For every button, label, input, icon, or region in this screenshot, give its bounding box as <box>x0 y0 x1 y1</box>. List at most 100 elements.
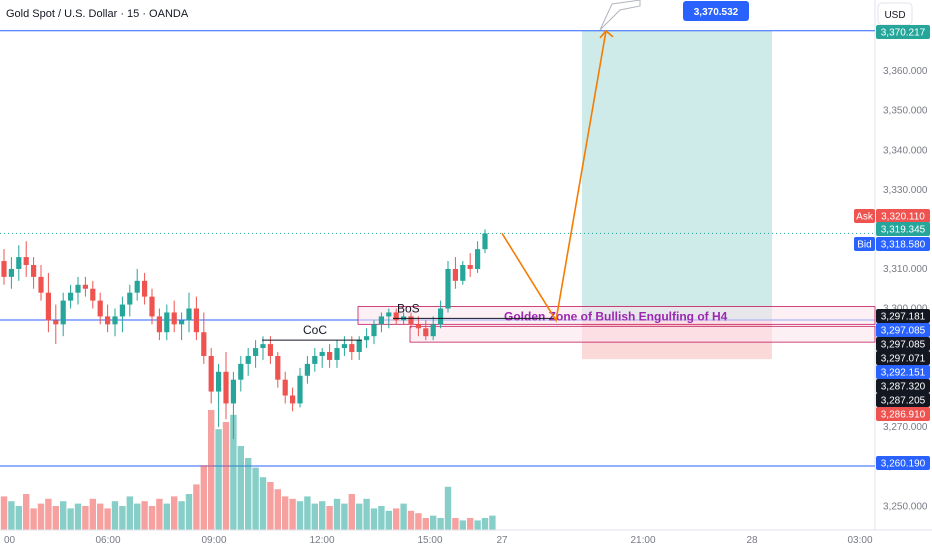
candle-body <box>275 355 281 380</box>
candle <box>445 261 451 313</box>
time-axis[interactable]: 00 06:00 09:00 12:00 15:00 27 21:00 28 03:00 <box>0 529 932 546</box>
candle <box>230 371 236 440</box>
candle-body <box>164 312 170 333</box>
volume-bar <box>452 518 459 530</box>
candle <box>60 292 66 337</box>
projection-line[interactable] <box>501 30 607 323</box>
volume-bar <box>385 510 392 530</box>
candle-body <box>475 249 481 269</box>
x-tick-label: 28 <box>746 535 758 546</box>
candle-body <box>16 257 22 269</box>
volume-bars <box>0 410 496 530</box>
volume-bar <box>289 498 296 530</box>
price-tag: 3,287.320 <box>876 379 930 393</box>
long-position[interactable] <box>582 30 772 360</box>
price-tag-bg <box>876 407 930 421</box>
candle-body <box>31 265 37 277</box>
candle <box>482 229 488 254</box>
zone-upper-box[interactable] <box>357 306 876 325</box>
candle-body <box>356 340 362 353</box>
volume-bar <box>74 503 82 530</box>
candle <box>267 336 273 364</box>
candle <box>179 312 185 341</box>
price-tag-text: 3,319.345 <box>881 225 926 236</box>
volume-bar <box>282 496 289 530</box>
candle-body <box>112 316 118 325</box>
candle <box>423 320 429 341</box>
candle <box>467 253 473 277</box>
candle <box>105 304 111 333</box>
x-tick-label: 09:00 <box>201 535 226 546</box>
candle-body <box>68 292 74 301</box>
volume-bar <box>245 458 252 530</box>
price-tag: 3,370.217 <box>876 25 930 39</box>
candle-body <box>53 320 59 325</box>
candle-body <box>415 324 421 329</box>
currency-button[interactable]: USD <box>877 2 913 26</box>
candles <box>1 229 488 440</box>
candle <box>334 340 340 368</box>
price-tag-bg <box>876 337 930 351</box>
candle <box>156 308 162 341</box>
candle <box>282 371 288 404</box>
price-tags: 3,370.217 3,320.110 Ask 3,319.345 3,318.580 B… <box>854 25 930 470</box>
candle-body <box>134 280 140 293</box>
candle-body <box>445 268 451 309</box>
golden-zone[interactable]: Golden Zone of Bullish Engulfing of H4 <box>357 306 876 343</box>
candle <box>216 363 222 428</box>
price-tag-bg <box>876 456 930 470</box>
volume-bar <box>267 482 274 530</box>
candle <box>223 352 229 420</box>
candle-body <box>105 316 111 325</box>
volume-bar <box>208 410 215 530</box>
candle <box>134 268 140 301</box>
candle <box>208 348 214 404</box>
volume-bar <box>437 518 444 530</box>
price-tag: 3,297.085 <box>876 337 930 351</box>
volume-bar <box>333 498 341 530</box>
volume-bar <box>296 501 304 530</box>
candle-body <box>127 292 133 305</box>
candle <box>312 348 318 372</box>
candle-body <box>452 268 458 281</box>
candle-body <box>75 284 81 293</box>
candle <box>201 312 207 364</box>
projection-path[interactable]: 3,370.532 <box>501 0 749 323</box>
candle <box>430 316 436 341</box>
candle <box>97 292 103 325</box>
candle <box>460 261 466 285</box>
candle-body <box>282 379 288 396</box>
price-tag-bg <box>876 237 930 251</box>
target-zone[interactable] <box>582 30 772 321</box>
candle <box>186 292 192 333</box>
volume-bar <box>252 467 259 530</box>
zone-lower-box[interactable] <box>409 325 876 343</box>
volume-bar <box>52 506 59 530</box>
candle-body <box>267 344 273 356</box>
x-tick-label: 15:00 <box>417 535 442 546</box>
candle <box>1 249 7 285</box>
x-tick-label: 27 <box>496 535 508 546</box>
candle <box>112 308 118 337</box>
candle-body <box>60 300 66 325</box>
candle-body <box>319 352 325 356</box>
candle-body <box>364 336 370 341</box>
candle-body <box>201 332 207 356</box>
candle <box>75 276 81 305</box>
candle-body <box>334 348 340 360</box>
price-tag-bg <box>876 365 930 379</box>
price-tag: 3,320.110 Ask <box>854 209 930 223</box>
candle <box>8 257 14 289</box>
candle <box>408 312 414 329</box>
volume-bar <box>370 508 378 530</box>
candle-body <box>142 280 148 297</box>
candle-body <box>82 284 88 289</box>
volume-bar <box>15 506 22 530</box>
volume-bar <box>326 506 333 530</box>
currency-label: USD <box>884 10 905 21</box>
volume-bar <box>200 465 207 530</box>
price-tag-bg <box>876 222 930 236</box>
